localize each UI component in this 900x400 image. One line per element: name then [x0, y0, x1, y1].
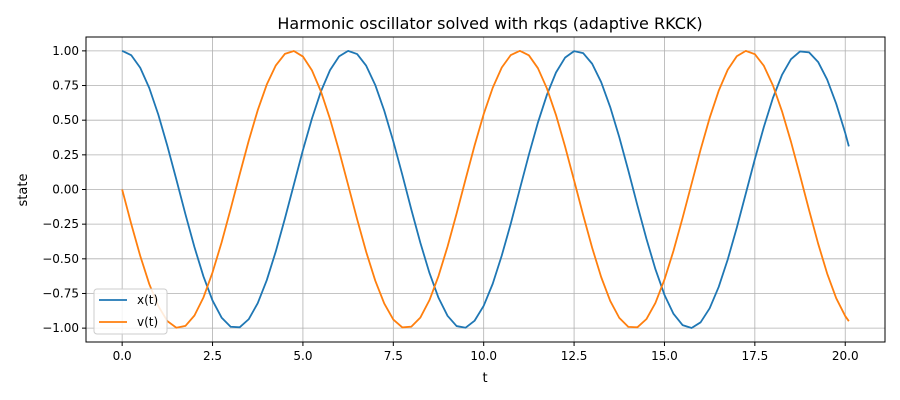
legend-label: x(t) [137, 293, 158, 307]
y-tick-label: −0.75 [42, 286, 79, 300]
x-tick-label: 15.0 [651, 349, 678, 363]
legend: x(t) v(t) [93, 288, 168, 335]
y-tick-label: −1.00 [42, 321, 79, 335]
y-tick-label: 0.00 [52, 183, 79, 197]
series-lines [121, 49, 850, 329]
x-tick-label: 0.0 [113, 349, 132, 363]
x-axis-ticks: 0.0 2.5 5.0 7.5 10.0 12.5 15.0 17.5 20.0 [113, 342, 859, 363]
x-tick-label: 12.5 [561, 349, 588, 363]
y-tick-label: 1.00 [52, 44, 79, 58]
y-tick-label: −0.50 [42, 252, 79, 266]
series-line-x [121, 49, 850, 329]
y-tick-label: 0.75 [52, 79, 79, 93]
y-tick-label: −0.25 [42, 217, 79, 231]
x-tick-label: 10.0 [470, 349, 497, 363]
y-tick-label: 0.25 [52, 148, 79, 162]
y-tick-label: 0.50 [52, 113, 79, 127]
x-tick-label: 2.5 [203, 349, 222, 363]
y-axis-label: state [16, 174, 31, 207]
series-line-v [121, 49, 850, 329]
chart-title: Harmonic oscillator solved with rkqs (ad… [277, 14, 702, 33]
x-tick-label: 17.5 [741, 349, 768, 363]
x-tick-label: 5.0 [293, 349, 312, 363]
x-tick-label: 7.5 [384, 349, 403, 363]
x-axis-label: t [482, 371, 487, 386]
y-axis-ticks: 1.00 0.75 0.50 0.25 0.00 −0.25 −0.50 −0.75 −1.00 [42, 44, 86, 335]
x-tick-label: 20.0 [832, 349, 859, 363]
grid-lines [86, 37, 885, 342]
legend-label: v(t) [137, 315, 158, 329]
